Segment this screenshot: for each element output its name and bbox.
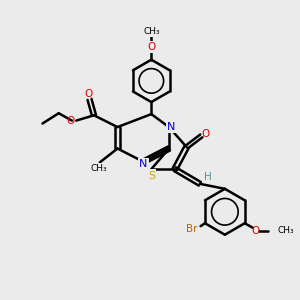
Text: Br: Br <box>186 224 197 234</box>
Text: CH₃: CH₃ <box>277 226 294 235</box>
Text: S: S <box>148 171 155 181</box>
Text: N: N <box>167 122 176 132</box>
Text: CH₃: CH₃ <box>90 164 107 173</box>
Text: O: O <box>251 226 259 236</box>
Text: O: O <box>202 128 210 139</box>
Text: N: N <box>139 159 148 169</box>
Text: CH₃: CH₃ <box>143 27 160 36</box>
Text: O: O <box>66 116 75 126</box>
Text: H: H <box>204 172 212 182</box>
Text: O: O <box>84 88 92 98</box>
Text: O: O <box>147 42 155 52</box>
